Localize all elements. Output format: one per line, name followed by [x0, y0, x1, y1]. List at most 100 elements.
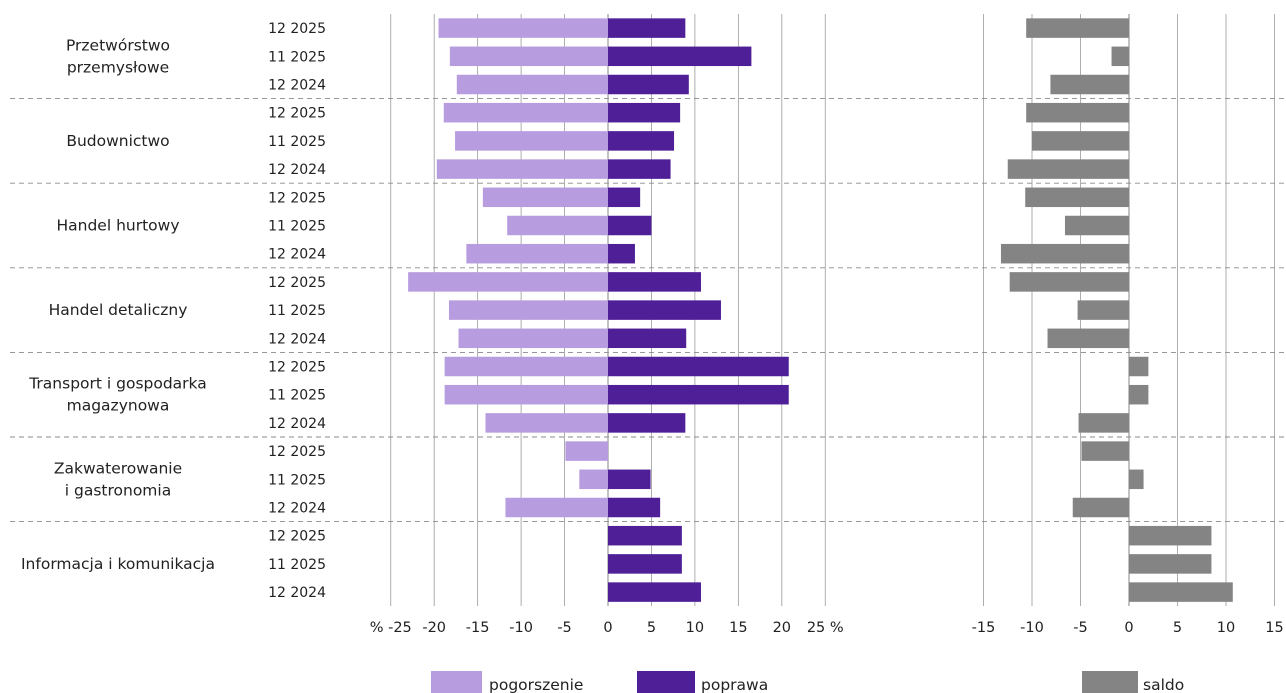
right-tick-label: 0 — [1124, 620, 1133, 636]
bar-pogorszenie — [505, 497, 608, 518]
bar-pogorszenie — [507, 215, 608, 236]
bar-pogorszenie — [579, 469, 608, 490]
left-tick-label: 0 — [603, 620, 612, 636]
bar-pogorszenie — [444, 384, 608, 405]
bar-saldo — [1072, 497, 1129, 518]
sector-label-przetwórstwo: Przetwórstwo — [66, 36, 170, 54]
sector-label-transport-i-gospodarka: magazynowa — [67, 397, 170, 415]
left-tick-label: % -25 — [370, 620, 412, 636]
period-label: 11 2025 — [268, 303, 326, 319]
right-tick-label: -5 — [1073, 620, 1087, 636]
category-labels: 12 2025 11 2025 12 2024 Przetwórstwo przemys… — [21, 21, 326, 601]
bar-poprawa — [608, 243, 635, 264]
period-label: 12 2025 — [268, 444, 326, 460]
bar-pogorszenie — [482, 187, 608, 208]
legend-label-poprawa: poprawa — [701, 676, 768, 693]
left-tick-label: -5 — [557, 620, 571, 636]
bar-pogorszenie — [448, 300, 608, 320]
bar-poprawa — [608, 159, 671, 179]
bar-poprawa — [608, 554, 682, 574]
bar-poprawa — [608, 272, 701, 292]
period-label: 12 2024 — [268, 247, 326, 263]
bar-poprawa — [608, 215, 652, 236]
legend-label-pogorszenie: pogorszenie — [489, 676, 583, 693]
bar-saldo — [1129, 525, 1212, 546]
bar-pogorszenie — [456, 74, 608, 95]
period-label: 12 2025 — [268, 190, 326, 206]
period-label: 11 2025 — [268, 557, 326, 573]
bar-poprawa — [608, 300, 721, 320]
bar-saldo — [1050, 74, 1129, 95]
period-label: 12 2024 — [268, 78, 326, 94]
legend-swatch-poprawa — [637, 671, 695, 693]
left-tick-label: 20 — [773, 620, 791, 636]
period-label: 12 2025 — [268, 21, 326, 37]
bar-pogorszenie — [443, 102, 608, 123]
bar-poprawa — [608, 328, 687, 349]
legend-swatch-saldo — [1082, 671, 1138, 693]
period-label: 12 2024 — [268, 162, 326, 178]
period-label: 11 2025 — [268, 134, 326, 150]
right-tick-label: 15 — [1265, 620, 1283, 636]
bar-saldo — [1026, 18, 1129, 38]
bar-pogorszenie — [449, 46, 608, 67]
legend-swatch-pogorszenie — [431, 671, 482, 693]
bar-saldo — [1129, 582, 1233, 602]
bar-poprawa — [608, 525, 682, 546]
bar-poprawa — [608, 74, 689, 95]
bar-saldo — [1064, 215, 1129, 236]
axis-ticks: % -25 -20 -15 -10 -5 0 5 10 15 20 25 % -15 -10 -5 0 5 10… — [370, 620, 1284, 636]
period-label: 12 2025 — [268, 106, 326, 122]
period-label: 12 2024 — [268, 416, 326, 432]
sector-label-handel-hurtowy: Handel hurtowy — [56, 217, 179, 235]
bar-saldo — [1081, 441, 1129, 461]
bar-saldo — [1129, 384, 1149, 405]
right-tick-label: -15 — [972, 620, 996, 636]
bar-pogorszenie — [455, 131, 608, 151]
left-bars — [408, 18, 789, 602]
left-tick-label: -20 — [422, 620, 446, 636]
period-label: 11 2025 — [268, 219, 326, 235]
left-tick-label: 25 % — [807, 620, 844, 636]
bar-saldo — [1009, 272, 1129, 292]
bar-saldo — [1032, 131, 1129, 151]
period-label: 12 2024 — [268, 585, 326, 601]
legend-label-saldo: saldo — [1143, 676, 1184, 693]
bar-poprawa — [608, 356, 789, 377]
bar-poprawa — [608, 413, 686, 433]
left-tick-label: 5 — [647, 620, 656, 636]
bar-saldo — [1025, 187, 1129, 208]
bar-poprawa — [608, 497, 661, 518]
left-tick-label: 10 — [686, 620, 704, 636]
period-label: 11 2025 — [268, 388, 326, 404]
sector-label-przetwórstwo: przemysłowe — [67, 58, 169, 76]
bar-saldo — [1047, 328, 1129, 349]
bar-poprawa — [608, 582, 701, 602]
bar-poprawa — [608, 131, 675, 151]
bar-poprawa — [608, 469, 651, 490]
left-tick-label: -10 — [509, 620, 533, 636]
period-label: 12 2025 — [268, 360, 326, 376]
period-label: 12 2025 — [268, 275, 326, 291]
bar-pogorszenie — [565, 441, 608, 461]
sector-label-handel-detaliczny: Handel detaliczny — [49, 301, 188, 319]
bar-pogorszenie — [458, 328, 608, 349]
sector-label-budownictwo: Budownictwo — [66, 132, 169, 150]
legend: pogorszenie poprawa saldo — [431, 671, 1184, 693]
right-bars — [1000, 18, 1233, 602]
left-tick-label: -15 — [466, 620, 490, 636]
bar-poprawa — [608, 18, 686, 38]
bar-saldo — [1129, 554, 1212, 574]
bar-pogorszenie — [438, 18, 608, 38]
group-separators — [10, 98, 1286, 523]
period-label: 12 2024 — [268, 501, 326, 517]
bar-pogorszenie — [466, 243, 608, 264]
period-label: 11 2025 — [268, 472, 326, 488]
bar-pogorszenie — [436, 159, 608, 179]
period-label: 12 2024 — [268, 331, 326, 347]
bar-poprawa — [608, 384, 789, 405]
sector-label-zakwaterowanie: Zakwaterowanie — [54, 459, 182, 477]
bar-pogorszenie — [485, 413, 608, 433]
sector-label-informacja-i-komunikacja: Informacja i komunikacja — [21, 555, 215, 573]
